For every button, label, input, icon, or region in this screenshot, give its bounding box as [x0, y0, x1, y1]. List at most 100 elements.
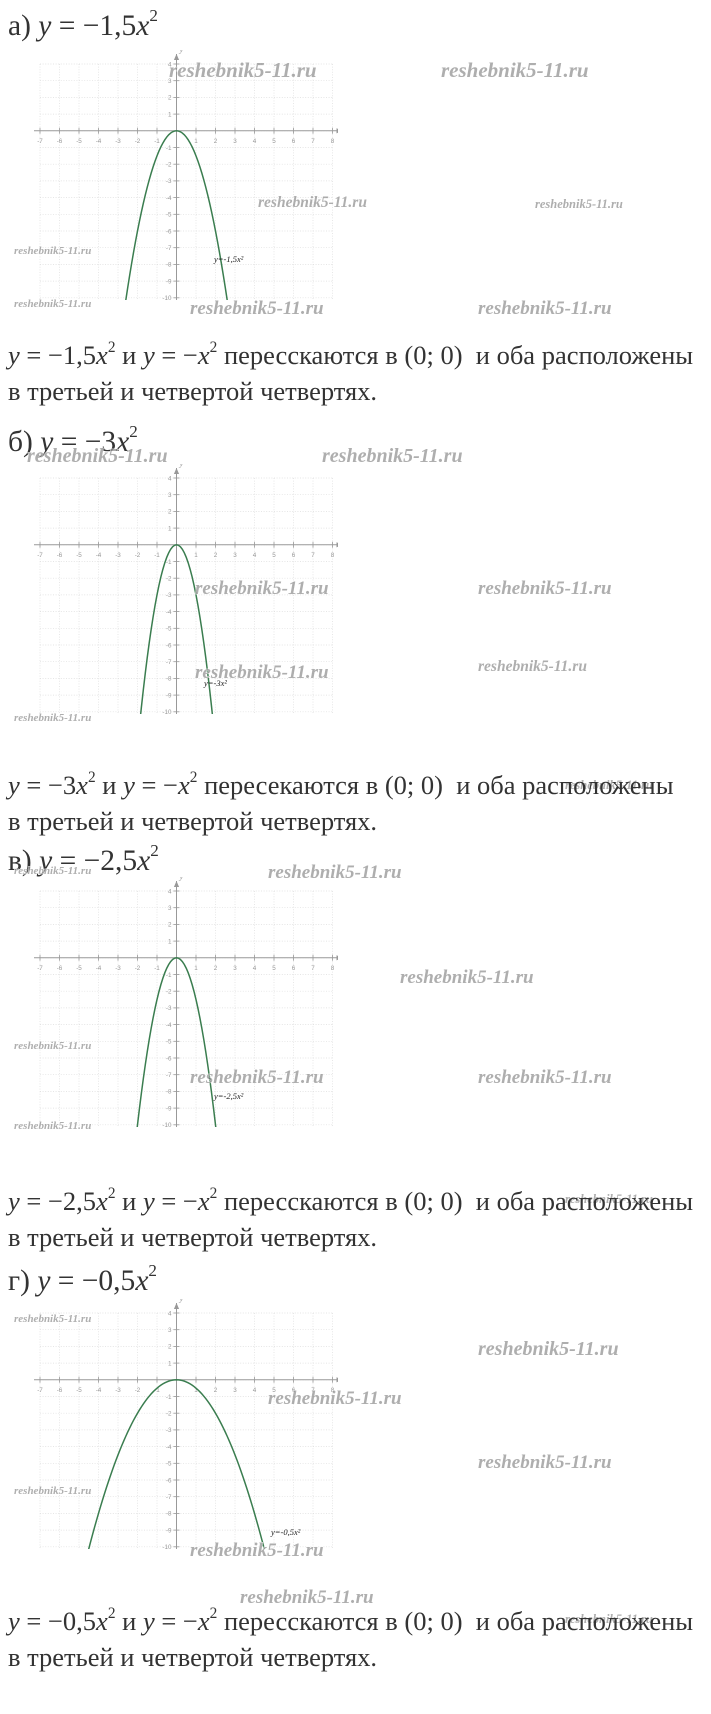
svg-text:-10: -10	[162, 1122, 172, 1127]
svg-text:8: 8	[331, 137, 335, 144]
svg-text:-5: -5	[76, 552, 82, 559]
svg-text:-9: -9	[166, 1105, 172, 1112]
svg-text:-6: -6	[57, 552, 63, 559]
svg-text:-4: -4	[96, 137, 102, 144]
svg-text:-4: -4	[166, 609, 172, 616]
svg-text:-2: -2	[166, 988, 172, 995]
svg-text:-2: -2	[166, 161, 172, 168]
svg-text:8: 8	[331, 964, 335, 971]
svg-text:1: 1	[168, 111, 172, 118]
svg-text:6: 6	[292, 964, 296, 971]
svg-text:-1: -1	[154, 552, 160, 559]
svg-text:-1: -1	[154, 964, 160, 971]
svg-text:4: 4	[168, 475, 172, 482]
svg-text:-7: -7	[166, 1072, 172, 1079]
svg-text:-2: -2	[135, 1387, 141, 1394]
svg-text:5: 5	[272, 137, 276, 144]
svg-text:2: 2	[168, 94, 172, 101]
svg-text:y=-1,5x²: y=-1,5x²	[213, 254, 244, 264]
svg-text:7: 7	[311, 552, 315, 559]
svg-text:-3: -3	[115, 1387, 121, 1394]
svg-text:-7: -7	[166, 659, 172, 666]
svg-text:-7: -7	[166, 1494, 172, 1501]
svg-text:3: 3	[233, 552, 237, 559]
svg-text:-4: -4	[96, 552, 102, 559]
svg-text:-1: -1	[154, 137, 160, 144]
svg-text:-4: -4	[96, 1387, 102, 1394]
svg-text:-3: -3	[166, 592, 172, 599]
svg-text:-10: -10	[162, 295, 172, 300]
svg-text:1: 1	[168, 1361, 172, 1368]
svg-text:3: 3	[233, 1387, 237, 1394]
svg-text:2: 2	[168, 509, 172, 516]
svg-text:y: y	[179, 464, 184, 468]
svg-text:-6: -6	[166, 228, 172, 235]
svg-text:-6: -6	[166, 1055, 172, 1062]
svg-text:-5: -5	[76, 137, 82, 144]
svg-text:-1: -1	[166, 559, 172, 566]
svg-text:-6: -6	[57, 137, 63, 144]
svg-text:-7: -7	[37, 964, 43, 971]
svg-text:y: y	[179, 1299, 184, 1303]
svg-text:4: 4	[253, 1387, 257, 1394]
svg-text:1: 1	[194, 552, 198, 559]
svg-text:-6: -6	[166, 1477, 172, 1484]
svg-text:-5: -5	[166, 211, 172, 218]
svg-text:2: 2	[214, 1387, 218, 1394]
svg-text:4: 4	[168, 888, 172, 895]
svg-text:2: 2	[168, 921, 172, 928]
svg-text:-9: -9	[166, 1528, 172, 1535]
svg-text:4: 4	[253, 552, 257, 559]
svg-text:3: 3	[233, 964, 237, 971]
svg-text:7: 7	[311, 964, 315, 971]
svg-text:-1: -1	[166, 144, 172, 151]
svg-text:-3: -3	[115, 964, 121, 971]
svg-text:-3: -3	[166, 178, 172, 185]
svg-text:2: 2	[214, 552, 218, 559]
svg-text:4: 4	[253, 137, 257, 144]
svg-text:y: y	[179, 50, 184, 54]
svg-text:1: 1	[194, 137, 198, 144]
svg-text:-8: -8	[166, 1511, 172, 1518]
svg-text:y: y	[179, 877, 184, 881]
svg-text:-7: -7	[37, 137, 43, 144]
svg-text:3: 3	[168, 905, 172, 912]
svg-text:6: 6	[292, 137, 296, 144]
svg-text:5: 5	[272, 552, 276, 559]
svg-text:-2: -2	[166, 576, 172, 583]
svg-text:5: 5	[272, 964, 276, 971]
svg-text:6: 6	[292, 552, 296, 559]
svg-text:3: 3	[168, 1327, 172, 1334]
svg-text:-10: -10	[162, 709, 172, 714]
svg-text:-9: -9	[166, 692, 172, 699]
svg-text:2: 2	[214, 137, 218, 144]
svg-text:-2: -2	[166, 1411, 172, 1418]
svg-text:-3: -3	[115, 137, 121, 144]
svg-text:-6: -6	[57, 1387, 63, 1394]
svg-text:-9: -9	[166, 278, 172, 285]
svg-text:-5: -5	[76, 1387, 82, 1394]
svg-text:2: 2	[168, 1344, 172, 1351]
svg-text:-2: -2	[135, 137, 141, 144]
svg-text:-5: -5	[76, 964, 82, 971]
svg-text:4: 4	[168, 1310, 172, 1317]
svg-text:-1: -1	[166, 971, 172, 978]
svg-text:-5: -5	[166, 626, 172, 633]
svg-text:-4: -4	[96, 964, 102, 971]
svg-text:-5: -5	[166, 1461, 172, 1468]
svg-text:-1: -1	[166, 1394, 172, 1401]
svg-text:y=-0,5x²: y=-0,5x²	[270, 1527, 301, 1537]
svg-text:-4: -4	[166, 1444, 172, 1451]
svg-text:-8: -8	[166, 1088, 172, 1095]
svg-text:-4: -4	[166, 1022, 172, 1029]
svg-text:-7: -7	[37, 1387, 43, 1394]
svg-text:1: 1	[194, 964, 198, 971]
svg-text:3: 3	[233, 137, 237, 144]
svg-text:-10: -10	[162, 1544, 172, 1549]
svg-text:-8: -8	[166, 676, 172, 683]
svg-text:8: 8	[331, 552, 335, 559]
svg-text:-5: -5	[166, 1038, 172, 1045]
svg-text:-7: -7	[166, 245, 172, 252]
svg-text:2: 2	[214, 964, 218, 971]
svg-text:-3: -3	[166, 1427, 172, 1434]
